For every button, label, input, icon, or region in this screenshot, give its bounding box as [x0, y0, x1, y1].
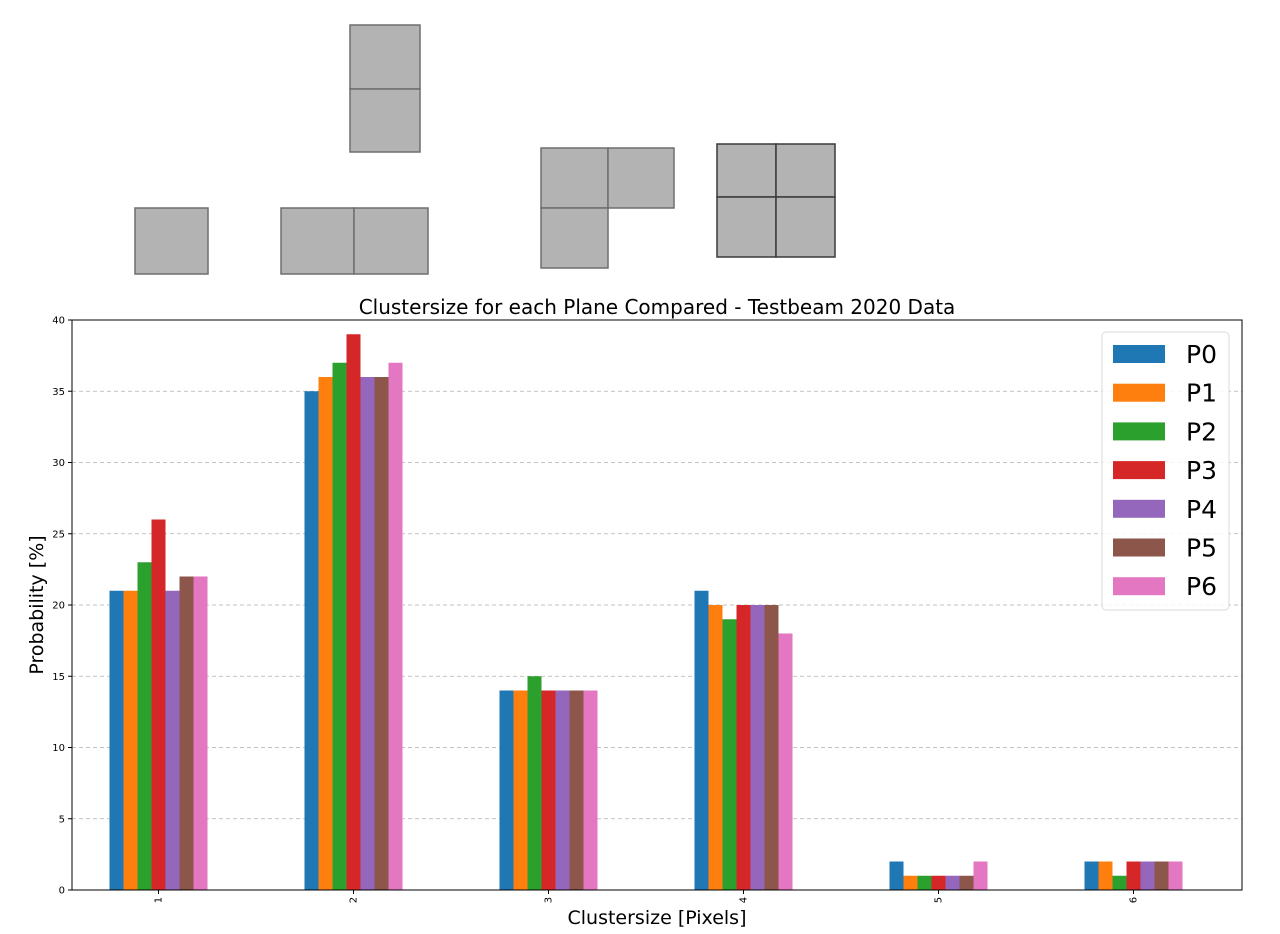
- bar-p0-cluster-4: [694, 590, 709, 890]
- legend-swatch-p5: [1113, 538, 1165, 557]
- bar-p2-cluster-6: [1112, 875, 1127, 890]
- bar-p0-cluster-2: [304, 391, 319, 890]
- legend-label-p2: P2: [1186, 417, 1217, 446]
- y-tick-label: 10: [52, 743, 65, 754]
- y-tick-label: 0: [59, 886, 65, 897]
- legend-label-p5: P5: [1186, 534, 1217, 563]
- bar-p4-cluster-3: [555, 690, 570, 890]
- x-tick-label: 1: [154, 897, 165, 903]
- bar-p5-cluster-6: [1154, 861, 1169, 890]
- legend-swatch-p1: [1113, 383, 1165, 402]
- bar-p0-cluster-1: [109, 590, 124, 890]
- bar-p3-cluster-4: [736, 605, 751, 890]
- four-pixel-square-cluster-icon: [716, 143, 836, 258]
- x-tick-label: 3: [544, 897, 555, 903]
- y-tick-label: 40: [52, 316, 65, 327]
- bar-p6-cluster-3: [583, 690, 598, 890]
- x-tick-label: 4: [739, 897, 750, 903]
- two-pixel-vertical-cluster-icon: [349, 24, 421, 153]
- legend-label-p0: P0: [1186, 340, 1217, 369]
- bar-p5-cluster-2: [374, 377, 389, 890]
- legend-label-p4: P4: [1186, 495, 1217, 524]
- x-tick-label: 6: [1129, 897, 1140, 903]
- bar-p6-cluster-5: [973, 861, 988, 890]
- legend-items: P0 P1 P2 P3 P4 P5 P6: [1113, 340, 1217, 601]
- bar-p2-cluster-5: [917, 875, 932, 890]
- legend-label-p1: P1: [1186, 379, 1217, 408]
- bar-p5-cluster-3: [569, 690, 584, 890]
- bar-p6-cluster-1: [193, 576, 208, 890]
- y-tick-label: 15: [52, 672, 65, 683]
- bar-p2-cluster-3: [527, 676, 542, 890]
- y-tick-label: 25: [52, 529, 65, 540]
- bar-p4-cluster-6: [1140, 861, 1155, 890]
- bar-p4-cluster-2: [360, 377, 375, 890]
- bar-p1-cluster-1: [123, 590, 138, 890]
- bar-p6-cluster-4: [778, 633, 793, 890]
- x-axis-ticks: 1 2 3 4 5 6: [154, 890, 1140, 903]
- bar-p1-cluster-5: [903, 875, 918, 890]
- y-axis-label: Probability [%]: [26, 535, 48, 674]
- bars: [109, 334, 1183, 890]
- bar-p0-cluster-5: [889, 861, 904, 890]
- bar-p1-cluster-3: [513, 690, 528, 890]
- bar-p5-cluster-5: [959, 875, 974, 890]
- bar-p3-cluster-3: [541, 690, 556, 890]
- axes-frame: [71, 319, 1243, 891]
- bar-p2-cluster-2: [332, 362, 347, 890]
- x-tick-label: 5: [934, 897, 945, 903]
- two-pixel-horizontal-cluster-icon: [280, 207, 429, 275]
- legend-swatch-p6: [1113, 577, 1165, 596]
- bar-p4-cluster-4: [750, 605, 765, 890]
- legend-swatch-p4: [1113, 499, 1165, 518]
- cluster-shapes: [134, 24, 836, 275]
- bar-p1-cluster-6: [1098, 861, 1113, 890]
- bar-p2-cluster-4: [722, 619, 737, 890]
- bar-p0-cluster-3: [499, 690, 514, 890]
- y-tick-label: 30: [52, 458, 65, 469]
- chart-title: Clustersize for each Plane Compared - Te…: [359, 295, 956, 319]
- bar-p5-cluster-4: [764, 605, 779, 890]
- legend-label-p6: P6: [1186, 572, 1217, 601]
- bar-p2-cluster-1: [137, 562, 152, 890]
- three-pixel-l-cluster-icon: [540, 147, 675, 269]
- bar-p3-cluster-5: [931, 875, 946, 890]
- legend-swatch-p0: [1113, 345, 1165, 363]
- y-axis-ticks: 0 5 10 15 20 25 30 35 40: [52, 316, 72, 897]
- plot-area: 0 5 10 15 20 25 30 35 40 1 2 3 4 5 6: [52, 316, 1243, 903]
- bar-p3-cluster-6: [1126, 861, 1141, 890]
- bar-p4-cluster-1: [165, 590, 180, 890]
- bar-p5-cluster-1: [179, 576, 194, 890]
- legend-swatch-p3: [1113, 461, 1165, 480]
- y-tick-label: 20: [52, 601, 65, 612]
- grid-lines: [72, 319, 1242, 820]
- single-pixel-cluster-icon: [134, 207, 209, 275]
- bar-p3-cluster-1: [151, 519, 166, 890]
- legend-swatch-p2: [1113, 422, 1165, 441]
- bar-p6-cluster-6: [1168, 861, 1183, 890]
- bar-p0-cluster-6: [1084, 861, 1099, 890]
- y-tick-label: 5: [59, 814, 65, 825]
- bar-p1-cluster-2: [318, 377, 333, 890]
- bar-p6-cluster-2: [388, 362, 403, 890]
- legend: P0 P1 P2 P3 P4 P5 P6: [1101, 331, 1230, 611]
- x-tick-label: 2: [349, 897, 360, 903]
- bar-p1-cluster-4: [708, 605, 723, 890]
- legend-label-p3: P3: [1186, 456, 1217, 485]
- x-axis-label: Clustersize [Pixels]: [568, 907, 747, 929]
- y-tick-label: 35: [52, 387, 65, 398]
- bar-p3-cluster-2: [346, 334, 361, 890]
- bar-p4-cluster-5: [945, 875, 960, 890]
